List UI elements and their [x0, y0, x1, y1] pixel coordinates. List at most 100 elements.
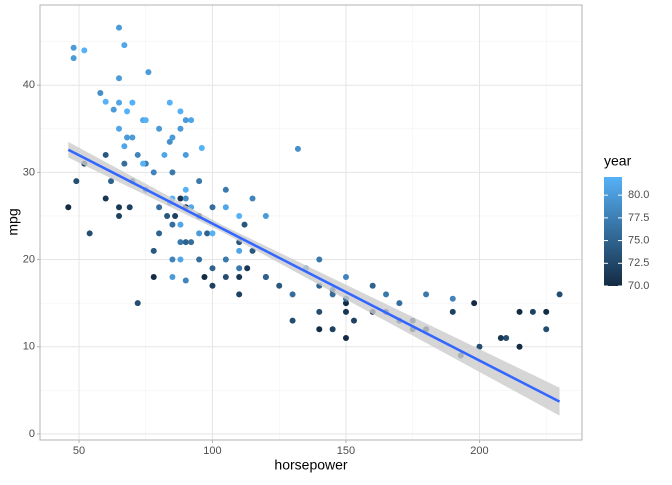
point	[121, 160, 128, 167]
x-axis-label: horsepower	[274, 457, 347, 473]
colorbar-label: 75.0	[628, 234, 649, 246]
point	[70, 44, 77, 51]
point	[182, 117, 189, 124]
x-tick-label: 150	[337, 445, 355, 457]
point	[116, 24, 123, 31]
point	[329, 326, 336, 333]
point	[134, 300, 141, 307]
legend-title: year	[604, 153, 632, 169]
point	[169, 134, 176, 141]
point	[471, 300, 478, 307]
point	[177, 221, 184, 228]
fit-line	[67, 148, 561, 403]
point	[543, 308, 550, 315]
point	[73, 178, 80, 185]
point	[129, 99, 136, 106]
point	[316, 256, 323, 263]
point	[169, 221, 176, 228]
point	[556, 291, 563, 298]
point	[204, 230, 211, 237]
point	[236, 212, 243, 219]
point	[236, 291, 243, 298]
colorbar-label: 77.5	[628, 212, 649, 224]
colorbar-label: 72.5	[628, 257, 649, 269]
y-tick-label: 20	[23, 253, 35, 265]
point	[196, 256, 203, 263]
point	[169, 169, 176, 176]
point	[516, 343, 523, 350]
point	[116, 125, 123, 132]
point	[166, 99, 173, 106]
point	[150, 247, 157, 254]
point	[449, 308, 456, 315]
point	[70, 55, 77, 62]
point	[145, 69, 152, 76]
y-tick-label: 30	[23, 166, 35, 178]
point	[164, 212, 171, 219]
point	[102, 195, 109, 202]
point	[142, 117, 149, 124]
point	[177, 125, 184, 132]
point	[196, 178, 203, 185]
colorbar-label: 80.0	[628, 189, 649, 201]
point	[97, 90, 104, 97]
point	[150, 169, 157, 176]
point	[316, 326, 323, 333]
point	[65, 204, 72, 211]
y-tick-label: 40	[23, 79, 35, 91]
point	[342, 300, 349, 307]
point	[236, 265, 243, 272]
point	[140, 160, 147, 167]
point	[241, 221, 248, 228]
point	[81, 47, 88, 54]
point	[169, 256, 176, 263]
point	[222, 204, 229, 211]
point	[209, 282, 216, 289]
point	[177, 108, 184, 115]
point	[222, 186, 229, 193]
point	[289, 291, 296, 298]
point	[209, 230, 216, 237]
point	[449, 295, 456, 302]
point	[121, 42, 128, 49]
point	[369, 282, 376, 289]
point	[116, 99, 123, 106]
point	[236, 247, 243, 254]
point	[182, 277, 189, 284]
point	[116, 212, 123, 219]
point	[108, 178, 115, 185]
point	[188, 117, 195, 124]
point	[188, 239, 195, 246]
point	[342, 335, 349, 342]
point	[196, 230, 203, 237]
point	[497, 335, 504, 342]
point	[209, 265, 216, 272]
point	[134, 151, 141, 158]
point	[350, 317, 357, 324]
colorbar-label: 70.0	[628, 280, 649, 292]
point	[516, 308, 523, 315]
point	[161, 151, 168, 158]
point	[126, 204, 133, 211]
point	[289, 317, 296, 324]
x-tick-label: 50	[73, 445, 85, 457]
point	[156, 204, 163, 211]
colorbar	[604, 177, 622, 286]
point	[423, 291, 430, 298]
point	[166, 138, 173, 145]
point	[262, 212, 269, 219]
point	[129, 134, 136, 141]
point	[177, 239, 184, 246]
point	[249, 195, 256, 202]
point	[177, 256, 184, 263]
point	[156, 125, 163, 132]
point	[182, 239, 189, 246]
point	[276, 282, 283, 289]
point	[236, 273, 243, 280]
point	[124, 134, 131, 141]
point	[503, 335, 510, 342]
point	[262, 273, 269, 280]
point	[396, 300, 403, 307]
point	[543, 326, 550, 333]
